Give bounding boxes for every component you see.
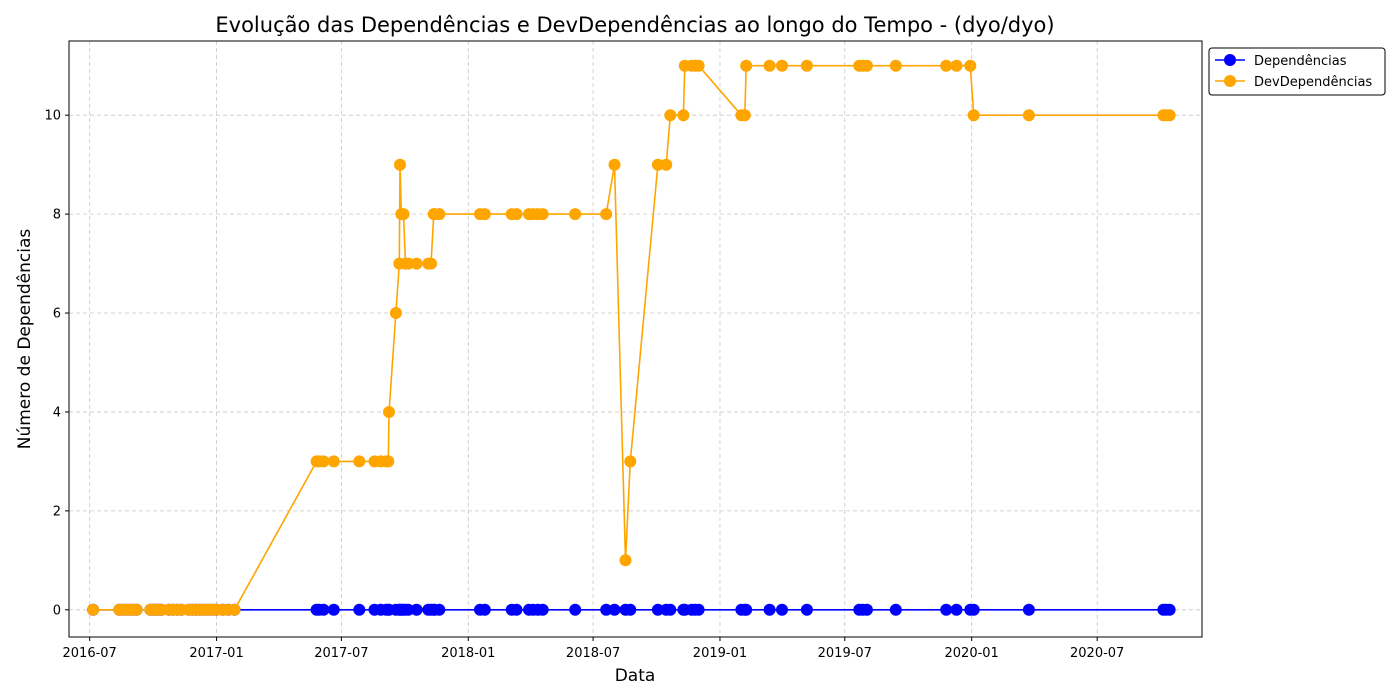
data-point-dependencias <box>1022 603 1035 616</box>
data-point-dependencias <box>569 603 582 616</box>
data-point-dependencias <box>608 603 621 616</box>
data-point-devdependencias <box>660 158 673 171</box>
data-point-dependencias <box>692 603 705 616</box>
x-tick-label: 2016-07 <box>63 646 117 661</box>
data-point-devdependencias <box>740 59 753 72</box>
data-point-devdependencias <box>317 455 330 468</box>
data-point-devdependencias <box>228 603 241 616</box>
data-point-devdependencias <box>410 257 423 270</box>
data-point-dependencias <box>353 603 366 616</box>
data-point-dependencias <box>327 603 340 616</box>
data-point-dependencias <box>433 603 446 616</box>
data-point-devdependencias <box>382 455 395 468</box>
series-layer <box>87 59 1176 616</box>
x-tick-label: 2018-01 <box>441 646 495 661</box>
y-tick-label: 8 <box>53 208 61 223</box>
data-point-devdependencias <box>87 603 100 616</box>
data-point-devdependencias <box>664 109 677 122</box>
data-point-dependencias <box>776 603 788 616</box>
legend-label-devdependencias: DevDependências <box>1254 75 1372 90</box>
data-point-devdependencias <box>651 158 664 171</box>
data-point-devdependencias <box>425 257 437 270</box>
data-point-dependencias <box>536 603 549 616</box>
data-point-devdependencias <box>1022 109 1035 122</box>
data-point-devdependencias <box>536 208 549 221</box>
data-point-devdependencias <box>889 59 902 72</box>
data-point-devdependencias <box>964 59 977 72</box>
x-tick-label: 2017-01 <box>189 646 243 661</box>
data-point-dependencias <box>478 603 491 616</box>
data-point-devdependencias <box>569 208 582 221</box>
data-point-dependencias <box>800 603 813 616</box>
y-tick-label: 6 <box>53 307 61 322</box>
data-point-dependencias <box>967 603 980 616</box>
y-tick-label: 0 <box>53 603 61 618</box>
data-point-devdependencias <box>130 603 143 616</box>
data-point-dependencias <box>950 603 963 616</box>
data-point-dependencias <box>740 603 753 616</box>
data-point-dependencias <box>410 603 423 616</box>
y-axis-label: Número de Dependências <box>15 229 35 450</box>
x-tick-label: 2019-01 <box>693 646 747 661</box>
data-point-devdependencias <box>692 59 705 72</box>
data-point-devdependencias <box>608 158 621 171</box>
data-point-dependencias <box>940 603 953 616</box>
x-tick-label: 2020-01 <box>945 646 999 661</box>
y-tick-label: 2 <box>53 504 61 519</box>
plot-frame <box>68 40 1203 638</box>
legend-marker-dependencias <box>1224 54 1236 66</box>
data-point-devdependencias <box>619 554 632 567</box>
data-point-dependencias <box>664 603 677 616</box>
x-axis-label: Data <box>615 666 656 686</box>
data-point-devdependencias <box>860 59 873 72</box>
data-point-dependencias <box>1163 603 1176 616</box>
data-point-dependencias <box>510 603 523 616</box>
data-point-devdependencias <box>600 208 613 221</box>
legend-marker-devdependencias <box>1224 75 1236 87</box>
data-point-devdependencias <box>738 109 751 122</box>
legend-label-dependencias: Dependências <box>1254 54 1347 69</box>
chart-title: Evolução das Dependências e DevDependênc… <box>215 13 1054 37</box>
data-point-devdependencias <box>677 109 690 122</box>
data-point-dependencias <box>600 603 613 616</box>
x-tick-label: 2019-07 <box>818 646 872 661</box>
data-point-devdependencias <box>383 406 395 418</box>
y-tick-label: 10 <box>44 109 61 124</box>
y-tick-label: 4 <box>53 405 61 420</box>
data-point-devdependencias <box>624 455 637 468</box>
series-devdependencias <box>87 59 1176 616</box>
y-axis: 0 2 4 6 8 10 <box>44 109 69 618</box>
x-tick-label: 2020-07 <box>1070 646 1124 661</box>
data-point-devdependencias <box>433 208 446 221</box>
data-point-devdependencias <box>763 59 776 72</box>
data-point-dependencias <box>889 603 902 616</box>
data-point-devdependencias <box>478 208 491 221</box>
data-point-devdependencias <box>800 59 813 72</box>
data-point-devdependencias <box>397 208 410 221</box>
legend-frame <box>1208 47 1386 96</box>
data-point-devdependencias <box>510 208 523 221</box>
data-point-devdependencias <box>394 158 406 171</box>
data-point-dependencias <box>402 603 415 616</box>
grid <box>69 41 1202 637</box>
data-point-devdependencias <box>967 109 980 122</box>
legend: Dependências DevDependências <box>1208 47 1386 96</box>
data-point-devdependencias <box>950 59 963 72</box>
data-point-devdependencias <box>1163 109 1176 122</box>
data-point-dependencias <box>317 603 330 616</box>
data-point-devdependencias <box>776 59 788 72</box>
data-point-dependencias <box>763 603 776 616</box>
data-point-devdependencias <box>940 59 953 72</box>
x-tick-label: 2018-07 <box>566 646 620 661</box>
data-point-devdependencias <box>353 455 366 468</box>
data-point-devdependencias <box>402 257 415 270</box>
data-point-devdependencias <box>327 455 340 468</box>
x-tick-label: 2017-07 <box>314 646 368 661</box>
data-point-dependencias <box>624 603 637 616</box>
data-point-dependencias <box>860 603 873 616</box>
data-point-dependencias <box>651 603 664 616</box>
x-axis: 2016-07 2017-01 2017-07 2018-01 2018-07 2019-… <box>63 637 1124 661</box>
data-point-devdependencias <box>389 307 402 319</box>
